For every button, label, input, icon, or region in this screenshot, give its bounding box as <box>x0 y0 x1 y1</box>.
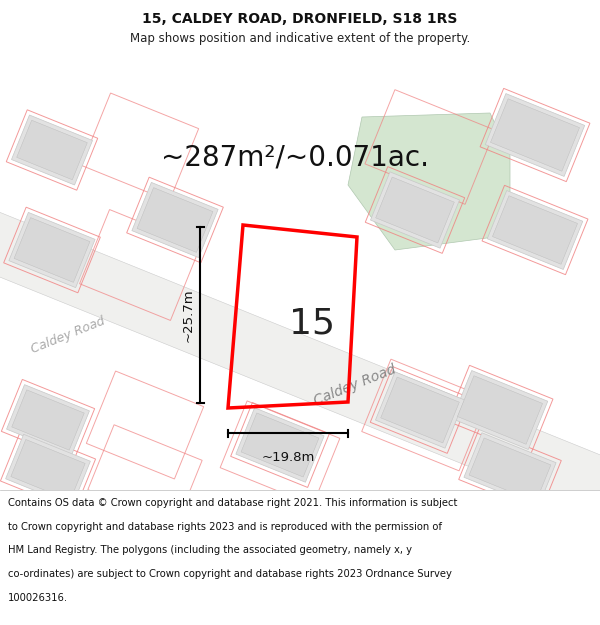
Polygon shape <box>348 113 510 250</box>
Text: ~25.7m: ~25.7m <box>182 288 194 342</box>
Polygon shape <box>380 377 460 443</box>
Text: 100026316.: 100026316. <box>8 592 68 602</box>
Text: ~19.8m: ~19.8m <box>262 451 314 464</box>
Polygon shape <box>9 213 95 288</box>
Text: 15: 15 <box>289 306 335 340</box>
Polygon shape <box>464 432 556 508</box>
Polygon shape <box>485 94 585 176</box>
Polygon shape <box>491 99 580 171</box>
Polygon shape <box>14 217 90 282</box>
Polygon shape <box>132 182 218 258</box>
Polygon shape <box>457 376 542 444</box>
Text: co-ordinates) are subject to Crown copyright and database rights 2023 Ordnance S: co-ordinates) are subject to Crown copyr… <box>8 569 452 579</box>
Polygon shape <box>241 413 319 477</box>
Text: ~287m²/~0.071ac.: ~287m²/~0.071ac. <box>161 144 429 172</box>
Polygon shape <box>5 434 91 506</box>
Polygon shape <box>469 438 551 502</box>
Polygon shape <box>487 191 583 269</box>
Text: Caldey Road: Caldey Road <box>29 314 107 356</box>
Polygon shape <box>12 390 84 450</box>
Polygon shape <box>11 439 85 501</box>
Polygon shape <box>17 120 88 180</box>
Polygon shape <box>493 196 578 264</box>
Polygon shape <box>137 188 213 253</box>
Polygon shape <box>0 202 600 538</box>
Polygon shape <box>11 115 92 185</box>
Text: Map shows position and indicative extent of the property.: Map shows position and indicative extent… <box>130 32 470 45</box>
Text: to Crown copyright and database rights 2023 and is reproduced with the permissio: to Crown copyright and database rights 2… <box>8 522 442 532</box>
Polygon shape <box>236 408 324 482</box>
Polygon shape <box>376 372 464 448</box>
Text: Contains OS data © Crown copyright and database right 2021. This information is : Contains OS data © Crown copyright and d… <box>8 498 457 508</box>
Text: Caldey Road: Caldey Road <box>312 362 398 408</box>
Polygon shape <box>7 384 89 456</box>
Text: HM Land Registry. The polygons (including the associated geometry, namely x, y: HM Land Registry. The polygons (includin… <box>8 546 412 556</box>
Polygon shape <box>376 177 454 243</box>
Text: 15, CALDEY ROAD, DRONFIELD, S18 1RS: 15, CALDEY ROAD, DRONFIELD, S18 1RS <box>142 12 458 26</box>
Polygon shape <box>452 371 548 449</box>
Polygon shape <box>370 172 460 248</box>
